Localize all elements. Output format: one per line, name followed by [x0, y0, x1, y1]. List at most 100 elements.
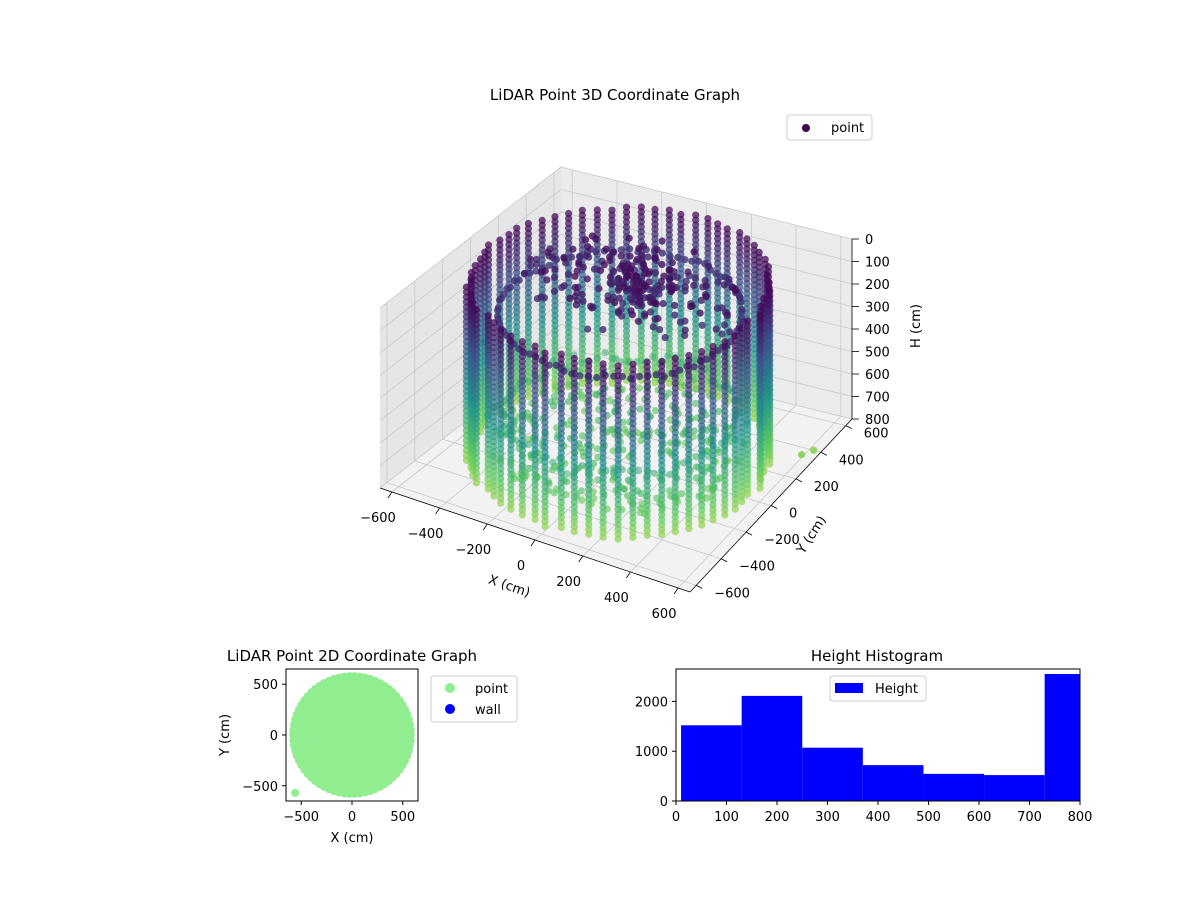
data-point: [531, 431, 539, 439]
data-point: [723, 225, 731, 233]
data-point: [658, 521, 666, 529]
data-point: [575, 260, 583, 268]
y-tick: [820, 451, 828, 456]
data-point: [738, 443, 746, 451]
data-point: [756, 351, 764, 359]
x-tick: [387, 491, 393, 499]
data-point: [570, 518, 578, 526]
data-point: [518, 446, 526, 455]
data-point: [507, 466, 515, 474]
data-point: [541, 349, 549, 357]
data-point: [608, 360, 616, 368]
histogram-bar: [862, 765, 924, 801]
data-point: [532, 267, 540, 275]
data-point: [600, 261, 608, 269]
data-point: [658, 382, 666, 390]
data-point: [756, 479, 764, 487]
data-point: [541, 379, 549, 387]
data-point: [629, 474, 637, 482]
data-point: [654, 314, 662, 323]
data-point: [744, 391, 752, 399]
data-point: [531, 481, 539, 489]
data-point: [756, 341, 764, 349]
data-point: [651, 299, 659, 307]
data-point: [505, 235, 513, 244]
data-point: [538, 281, 546, 289]
data-point: [698, 466, 706, 474]
data-point: [714, 254, 722, 262]
grid-line: [386, 482, 697, 586]
data-point: [496, 246, 504, 254]
data-point: [738, 453, 746, 461]
data-point: [550, 489, 558, 497]
data-point: [636, 297, 644, 306]
data-point: [614, 426, 622, 434]
histogram-bar: [802, 747, 863, 801]
data-point: [704, 309, 712, 317]
data-point: [651, 205, 659, 213]
x-tick-label: 300: [815, 810, 840, 825]
data-point: [599, 508, 607, 516]
data-point: [651, 334, 659, 342]
chart-histogram-bars: [681, 673, 1080, 801]
data-point: [604, 296, 612, 304]
data-point: [651, 235, 659, 243]
data-point: [593, 206, 601, 214]
data-point: [731, 431, 739, 439]
data-point: [720, 321, 729, 329]
data-point: [538, 231, 546, 239]
data-point: [472, 315, 480, 324]
data-point: [637, 208, 645, 216]
data-point: [756, 360, 764, 369]
data-point: [641, 310, 649, 318]
data-point: [594, 454, 602, 462]
data-point: [738, 308, 746, 316]
data-point: [551, 341, 559, 349]
data-point: [622, 223, 631, 231]
data-point: [649, 353, 657, 361]
data-point: [490, 487, 498, 495]
data-point: [495, 296, 504, 304]
data-point: [585, 515, 593, 523]
data-point: [551, 321, 559, 330]
data-point: [709, 432, 717, 440]
data-point: [497, 440, 505, 448]
data-point: [484, 356, 492, 364]
data-point: [606, 279, 614, 287]
data-point: [626, 245, 634, 253]
data-point: [585, 387, 593, 395]
data-point: [513, 229, 521, 237]
data-point: [524, 343, 533, 351]
data-point: [577, 358, 586, 366]
data-point: [692, 399, 700, 407]
data-point: [497, 380, 505, 388]
data-point: [571, 283, 579, 292]
data-point: [651, 344, 659, 352]
data-point: [541, 498, 549, 506]
y-tick: [745, 531, 753, 536]
data-point: [756, 440, 764, 448]
data-point: [602, 245, 610, 253]
data-point: [490, 467, 498, 475]
data-point: [671, 443, 679, 452]
data-point: [698, 437, 706, 445]
data-point: [629, 494, 637, 502]
data-point: [518, 417, 526, 425]
data-point: [551, 265, 559, 273]
data-point: [643, 526, 651, 534]
data-point: [606, 273, 615, 281]
data-point: [731, 460, 739, 469]
data-point: [629, 425, 637, 433]
data-point: [551, 282, 559, 290]
data-point: [518, 357, 526, 365]
data-point: [743, 240, 751, 248]
data-point: [671, 453, 679, 461]
y-tick: [696, 584, 703, 589]
data-point: [658, 237, 666, 245]
data-point: [513, 288, 521, 297]
data-point: [505, 315, 513, 323]
grid-line: [414, 460, 722, 560]
data-point: [472, 355, 480, 363]
data-point: [756, 321, 764, 329]
data-point: [490, 438, 498, 446]
